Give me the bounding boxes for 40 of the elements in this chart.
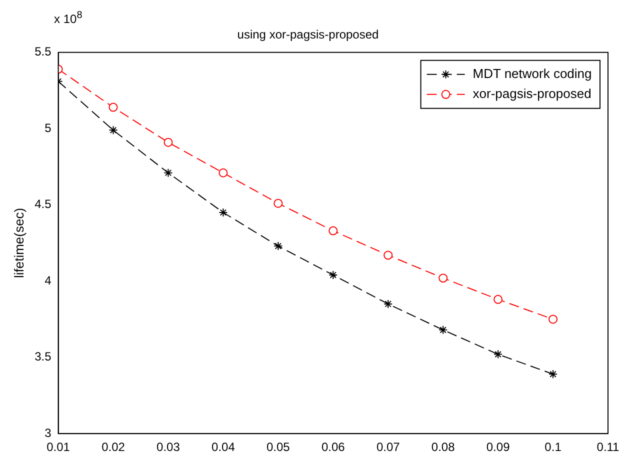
x-tick-label: 0.05	[266, 440, 290, 454]
y-tick-label: 5	[44, 120, 52, 135]
legend-label: MDT network coding	[472, 66, 592, 81]
point	[164, 138, 173, 147]
legend-label: xor-pagsis-proposed	[472, 86, 592, 101]
point	[548, 370, 558, 379]
y-tick-label: 3	[44, 426, 52, 440]
point	[218, 168, 228, 178]
point	[164, 168, 173, 178]
point	[108, 102, 118, 112]
y-axis-title: lifetime(sec)	[11, 208, 26, 278]
x-tick-label: 0.09	[486, 440, 510, 454]
y-tick-label: 4.5	[34, 197, 52, 212]
point	[328, 226, 338, 236]
x-tick-label: 0.01	[46, 440, 70, 454]
x-tick-label: 0.11	[596, 440, 620, 454]
chart-title: using xor-pagsis-proposed	[237, 28, 379, 42]
x-tick-label: 0.03	[156, 440, 180, 454]
y-tick-label: 5.5	[34, 44, 52, 59]
point	[274, 198, 283, 208]
point	[384, 250, 393, 260]
point	[384, 299, 393, 308]
y-tick-label: 3.5	[34, 350, 52, 364]
x-tick-label: 0.08	[431, 440, 456, 454]
x-tick-label: 0.1	[544, 440, 562, 454]
text: x 10$^{8}$	[54, 10, 82, 26]
point	[328, 270, 338, 280]
point	[438, 274, 448, 283]
point	[438, 325, 448, 334]
x-tick-label: 0.06	[321, 440, 346, 454]
point	[274, 242, 283, 251]
point	[218, 208, 228, 218]
point	[494, 294, 503, 304]
point	[494, 350, 503, 359]
x-tick-label: 0.07	[376, 440, 400, 454]
x-tick-label: 0.04	[212, 440, 236, 454]
point	[548, 314, 558, 324]
x-tick-label: 0.02	[102, 440, 126, 454]
y-tick-label: 4	[44, 273, 52, 288]
point	[108, 126, 118, 135]
